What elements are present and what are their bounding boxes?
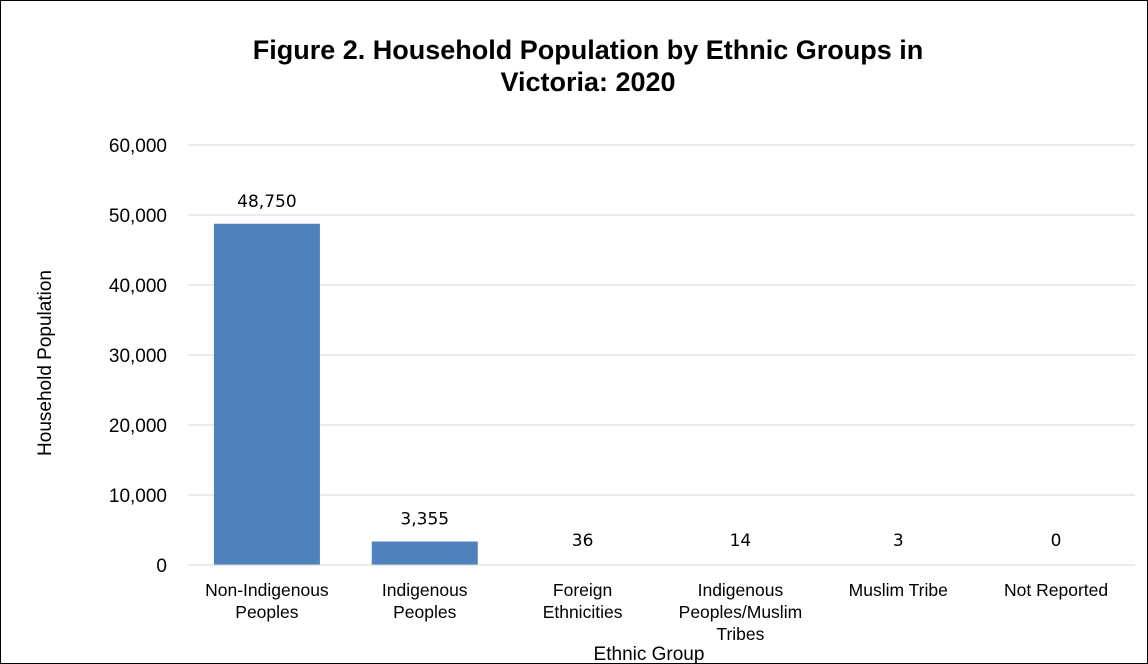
bar xyxy=(371,541,478,565)
chart-title: Figure 2. Household Population by Ethnic… xyxy=(253,35,924,97)
data-label: 3,355 xyxy=(400,510,449,530)
x-category-label: Muslim Tribe xyxy=(849,580,948,600)
y-tick-label: 40,000 xyxy=(109,276,167,297)
chart-title-line: Figure 2. Household Population by Ethnic… xyxy=(253,35,924,65)
y-tick-label: 0 xyxy=(156,556,167,577)
data-label: 36 xyxy=(572,531,594,551)
data-label: 14 xyxy=(730,531,752,551)
y-tick-label: 60,000 xyxy=(109,136,167,157)
y-tick-label: 20,000 xyxy=(109,416,167,437)
x-axis-title: Ethnic Group xyxy=(594,644,705,663)
data-labels: 48,750 3,355 36 14 3 0 xyxy=(237,192,1061,551)
x-axis-categories: Non-IndigenousPeoplesIndigenousPeoplesFo… xyxy=(205,580,1108,644)
x-category-label-line: Non-Indigenous xyxy=(205,580,329,600)
y-tick-label: 30,000 xyxy=(109,346,167,367)
bars xyxy=(213,223,952,565)
x-category-label-line: Peoples/Muslim xyxy=(679,602,803,622)
y-tick-label: 10,000 xyxy=(109,486,167,507)
x-category-label-line: Ethnicities xyxy=(543,602,623,622)
y-tick-label: 50,000 xyxy=(109,206,167,227)
x-category-label-line: Peoples xyxy=(393,602,456,622)
y-axis-title: Household Population xyxy=(35,270,56,456)
x-category-label-line: Tribes xyxy=(716,624,764,644)
y-axis-ticks: 0 10,000 20,000 30,000 40,000 50,000 60,000 xyxy=(109,136,167,577)
chart-title-line: Victoria: 2020 xyxy=(500,67,675,97)
bar xyxy=(213,223,320,565)
x-category-label-line: Foreign xyxy=(553,580,612,600)
x-category-label: Not Reported xyxy=(1004,580,1108,600)
data-label: 3 xyxy=(893,531,904,551)
x-category-label-line: Indigenous xyxy=(698,580,784,600)
x-category-label-line: Muslim Tribe xyxy=(849,580,948,600)
data-label: 48,750 xyxy=(237,192,296,212)
x-category-label-line: Peoples xyxy=(235,602,298,622)
data-label: 0 xyxy=(1051,531,1062,551)
x-category-label-line: Not Reported xyxy=(1004,580,1108,600)
gridlines xyxy=(188,144,1135,496)
x-category-label-line: Indigenous xyxy=(382,580,468,600)
